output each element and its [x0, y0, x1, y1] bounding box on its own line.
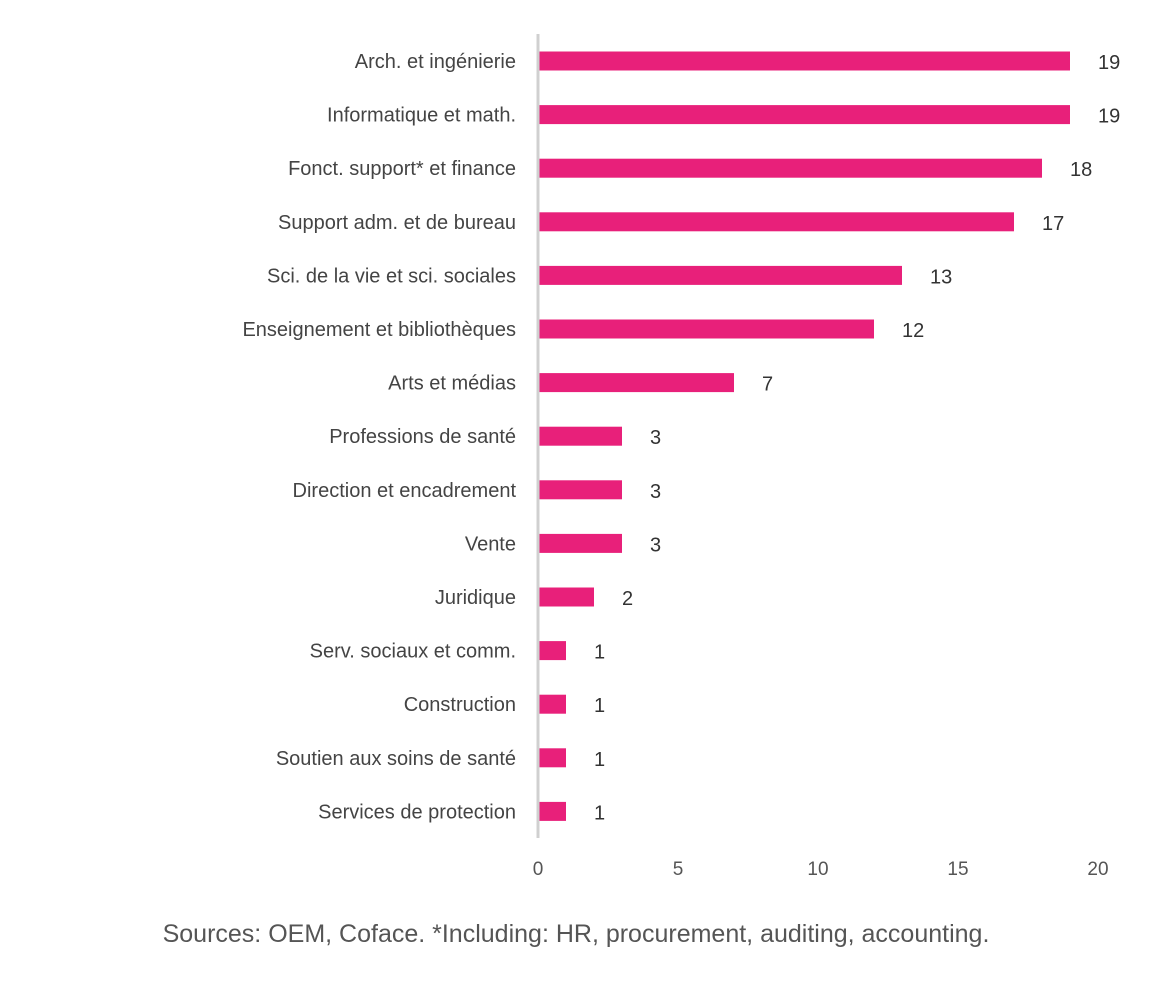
data-label: 17 [1042, 213, 1064, 235]
bar [538, 158, 1042, 178]
bar [538, 51, 1070, 71]
data-label: 1 [594, 749, 605, 771]
data-label: 19 [1098, 106, 1120, 128]
x-tick-label: 5 [673, 859, 684, 880]
category-label: Arch. et ingénierie [355, 51, 516, 73]
bar-chart: Arch. et ingénierie 19 Informatique et mat… [242, 34, 1120, 880]
x-tick-label: 0 [533, 859, 544, 880]
bar [538, 641, 566, 661]
bar [538, 105, 1070, 125]
category-label: Juridique [435, 587, 516, 609]
category-label: Support adm. et de bureau [278, 212, 516, 234]
data-label: 3 [650, 534, 661, 556]
source-note: Sources: OEM, Coface. *Including: HR, pr… [162, 920, 990, 948]
data-label: 3 [650, 427, 661, 449]
category-label: Vente [465, 533, 516, 555]
bar [538, 748, 566, 768]
data-label: 1 [594, 695, 605, 717]
category-label: Fonct. support* et finance [288, 158, 516, 180]
data-label: 12 [902, 320, 924, 342]
bar [538, 694, 566, 714]
category-label: Arts et médias [388, 373, 516, 395]
data-label: 19 [1098, 52, 1120, 74]
category-label: Direction et encadrement [293, 480, 517, 502]
bar [538, 212, 1014, 232]
data-label: 2 [622, 588, 633, 610]
x-tick-label: 15 [947, 859, 968, 880]
data-label: 3 [650, 481, 661, 503]
chart-area: Arch. et ingénierie 19 Informatique et mat… [242, 34, 1120, 880]
bar [538, 801, 566, 821]
category-label: Construction [404, 694, 516, 716]
bar [538, 265, 902, 285]
data-label: 13 [930, 266, 952, 288]
category-label: Serv. sociaux et comm. [310, 641, 516, 663]
category-label: Enseignement et bibliothèques [242, 319, 516, 341]
x-tick-label: 20 [1087, 859, 1108, 880]
data-label: 18 [1070, 159, 1092, 181]
data-label: 7 [762, 374, 773, 396]
x-tick-label: 10 [807, 859, 828, 880]
category-label: Informatique et math. [327, 105, 516, 127]
bar [538, 533, 622, 553]
data-label: 1 [594, 642, 605, 664]
category-label: Soutien aux soins de santé [276, 748, 516, 770]
category-label: Services de protection [318, 801, 516, 823]
bar [538, 480, 622, 500]
category-label: Professions de santé [329, 426, 516, 448]
data-label: 1 [594, 802, 605, 824]
bar [538, 587, 594, 607]
category-label: Sci. de la vie et sci. sociales [267, 265, 516, 287]
bar [538, 426, 622, 446]
bar [538, 319, 874, 339]
bar [538, 373, 734, 393]
